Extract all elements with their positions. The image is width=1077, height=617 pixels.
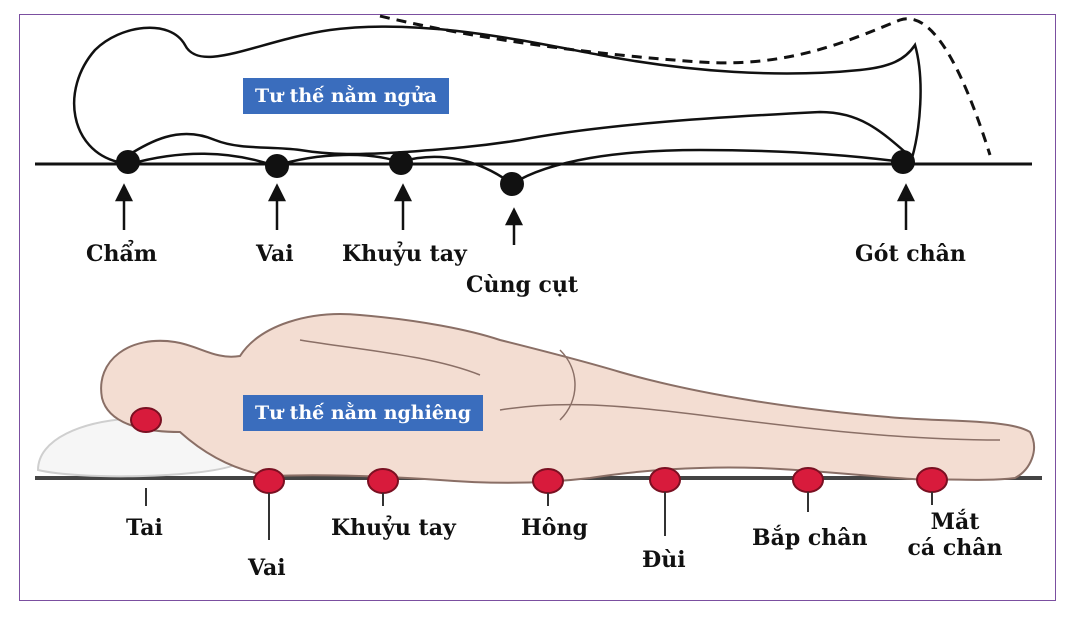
- supine-body-outline: [72, 25, 922, 164]
- lateral-arm-contour: [299, 339, 481, 376]
- lateral-dots: [130, 407, 948, 494]
- lateral-pointer-lines: [145, 488, 933, 540]
- supine-dot-heel: [891, 150, 915, 174]
- supine-raised-leg-dashed: [379, 14, 992, 156]
- supine-dot-sacrum: [500, 172, 524, 196]
- label-bap-chan: Bắp chân: [752, 525, 868, 551]
- label-khuyu-tay-lateral: Khuỷu tay: [331, 515, 456, 541]
- label-vai-lateral: Vai: [248, 555, 286, 581]
- lateral-body: [100, 313, 1035, 484]
- lateral-title: Tư thế nằm nghiêng: [243, 395, 484, 431]
- label-hong: Hông: [521, 515, 588, 541]
- lateral-hip-contour: [559, 349, 576, 421]
- supine-underside: [129, 148, 904, 186]
- label-got-chan: Gót chân: [855, 241, 966, 267]
- supine-dot-elbow: [389, 151, 413, 175]
- supine-figure: [35, 14, 1032, 245]
- label-dui: Đùi: [642, 547, 686, 573]
- label-khuyu-tay-supine: Khuỷu tay: [342, 241, 467, 267]
- label-tai: Tai: [126, 515, 163, 541]
- label-vai-supine: Vai: [256, 241, 294, 267]
- label-cham: Chẩm: [86, 241, 158, 267]
- supine-dot-shoulder: [265, 154, 289, 178]
- supine-title: Tư thế nằm ngửa: [243, 78, 449, 114]
- figure-frame: [19, 14, 1056, 601]
- label-ca-chan: cá chân: [907, 535, 1003, 561]
- label-mat-ca-chan: Mắt cá chân: [900, 509, 1010, 561]
- lateral-figure: [35, 313, 1042, 540]
- lateral-leg-contour: [499, 403, 1001, 441]
- label-mat: Mắt: [930, 509, 980, 535]
- supine-arrows: [114, 183, 916, 245]
- label-cung-cut: Cùng cụt: [466, 272, 579, 298]
- supine-dot-occiput: [116, 150, 140, 174]
